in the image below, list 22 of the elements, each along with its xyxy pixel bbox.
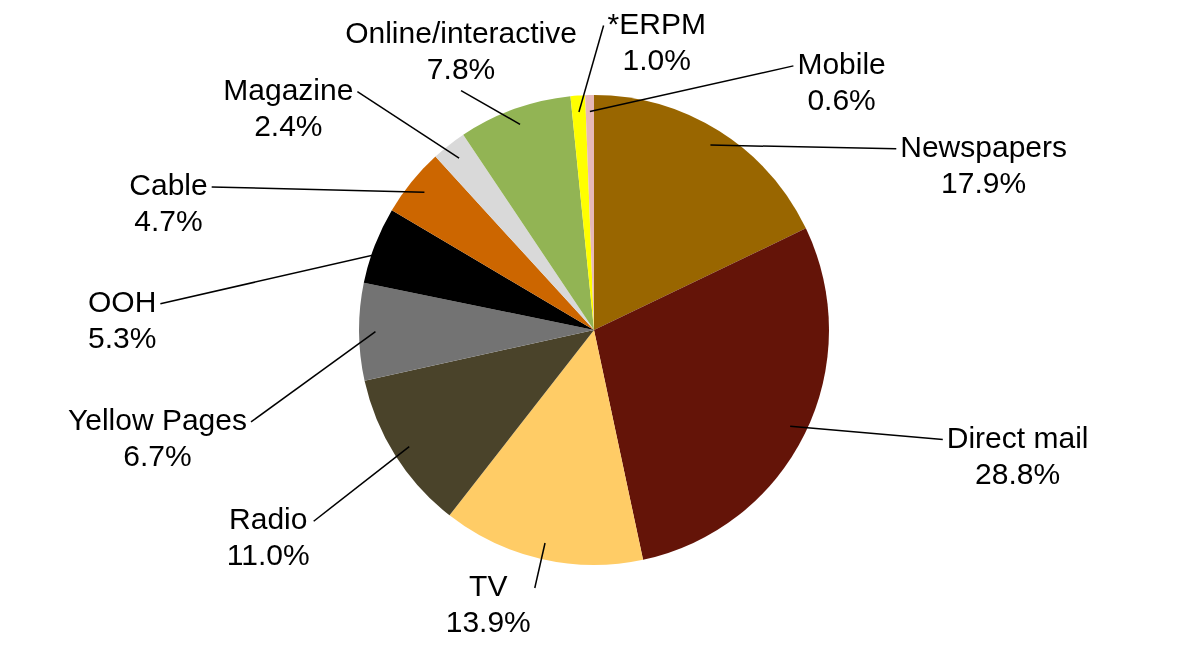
data-label: 1.0% [622,42,691,76]
data-label: 17.9% [941,166,1027,200]
data-label: 5.3% [88,320,157,354]
slice-label: Direct mail [946,420,1089,454]
data-label: 13.9% [445,605,531,639]
data-label: 11.0% [226,538,310,572]
slice-label: *ERPM [607,6,706,40]
data-label: 4.7% [134,204,203,238]
slice-label: Radio [229,502,308,536]
slice-label: OOH [88,284,157,318]
data-label: 2.4% [254,108,323,142]
data-label: 28.8% [975,456,1061,490]
data-label: 0.6% [807,83,876,117]
slice-label: Yellow Pages [67,403,247,437]
data-label: 7.8% [426,51,496,85]
slice-label: Newspapers [900,130,1068,164]
slice-label: Mobile [797,47,886,81]
slice-label: TV [469,569,508,603]
data-label: 6.7% [123,439,192,473]
slice-label: Online/interactive [345,15,577,49]
slice-label: Magazine [223,72,354,106]
slice-label: Cable [129,168,208,202]
